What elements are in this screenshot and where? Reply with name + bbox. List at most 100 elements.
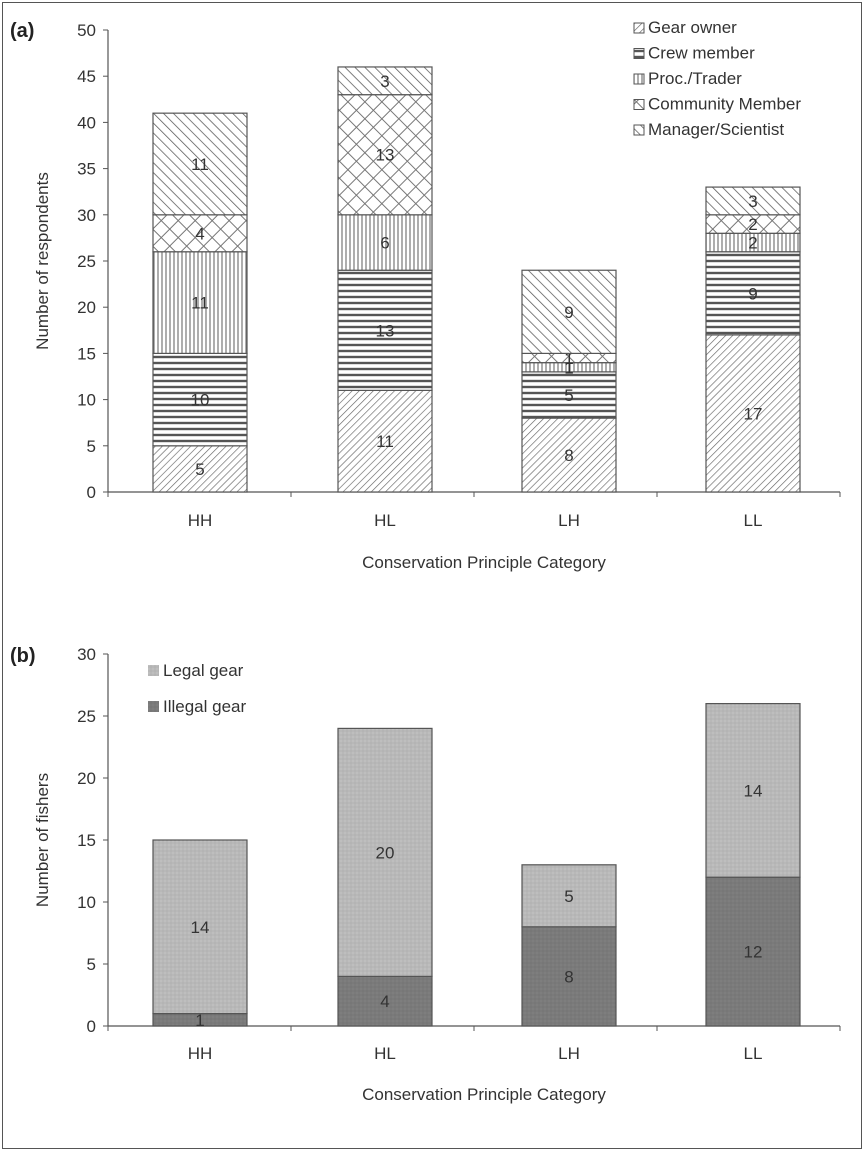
legend-swatch [633, 22, 645, 34]
bar-segment [521, 371, 617, 419]
y-tick-label: 10 [77, 893, 96, 912]
bar-segment [152, 112, 248, 216]
x-tick-label: HH [188, 511, 213, 530]
legend-swatch [148, 665, 159, 676]
bar-segment [705, 702, 801, 878]
bar-segment [337, 66, 433, 96]
data-label: 11 [376, 432, 394, 451]
y-tick-label: 30 [77, 206, 96, 225]
y-tick-label: 0 [87, 1017, 96, 1036]
legend-swatch [633, 124, 645, 136]
data-label: 2 [748, 215, 757, 234]
y-tick-label: 45 [77, 67, 96, 86]
x-tick-label: HH [188, 1044, 213, 1063]
data-label: 8 [564, 446, 573, 465]
bar-segment [337, 975, 433, 1027]
data-label: 13 [376, 321, 395, 340]
legend-label: Manager/Scientist [648, 120, 784, 139]
y-tick-label: 5 [87, 955, 96, 974]
data-label: 1 [564, 349, 573, 368]
data-label: 5 [195, 460, 204, 479]
bar-segment [521, 864, 617, 928]
y-tick-label: 15 [77, 831, 96, 850]
data-label: 5 [564, 386, 573, 405]
data-label: 9 [564, 303, 573, 322]
bar-segment [521, 269, 617, 354]
data-label: 17 [744, 404, 763, 423]
bar-segment [705, 876, 801, 1027]
data-label: 3 [748, 192, 757, 211]
bar-segment [705, 251, 801, 336]
x-tick-label: LH [558, 511, 580, 530]
bar-segment [152, 352, 248, 447]
data-label: 14 [191, 918, 210, 937]
y-tick-label: 40 [77, 113, 96, 132]
bar-segment [152, 251, 248, 354]
bar-segment [521, 417, 617, 493]
bar-segment [152, 214, 248, 253]
y-tick-label: 50 [77, 21, 96, 40]
data-label: 6 [380, 234, 389, 253]
data-label: 11 [191, 294, 209, 313]
x-tick-label: LH [558, 1044, 580, 1063]
data-label: 1 [564, 358, 573, 377]
data-label: 2 [748, 234, 757, 253]
x-tick-label: HL [374, 1044, 396, 1063]
data-label: 11 [191, 155, 209, 174]
x-axis-title: Conservation Principle Category [362, 1085, 606, 1104]
bar-segment [705, 186, 801, 216]
x-tick-label: LL [744, 1044, 763, 1063]
legend-label: Crew member [648, 44, 755, 63]
y-axis-title: Number of fishers [33, 773, 52, 907]
y-tick-label: 25 [77, 707, 96, 726]
data-label: 4 [195, 224, 204, 243]
y-axis-title: Number of respondents [33, 172, 52, 350]
y-tick-label: 15 [77, 344, 96, 363]
bar-segment [152, 839, 248, 1015]
legend-label: Illegal gear [163, 697, 247, 716]
y-tick-label: 5 [87, 437, 96, 456]
data-label: 14 [744, 781, 763, 800]
data-label: 12 [744, 943, 763, 962]
legend: Legal gear Illegal gear [148, 661, 247, 716]
bar-segment [337, 214, 433, 271]
bar-segment [705, 334, 801, 493]
bar-segment [337, 94, 433, 216]
legend-label: Legal gear [163, 661, 244, 680]
x-tick-label: LL [744, 511, 763, 530]
x-tick-label: HL [374, 511, 396, 530]
y-tick-label: 0 [87, 483, 96, 502]
data-label: 1 [195, 1011, 204, 1030]
y-tick-label: 30 [77, 645, 96, 664]
panel-label: (b) [10, 645, 36, 667]
legend-swatch [633, 73, 645, 85]
y-tick-label: 10 [77, 391, 96, 410]
panel-label: (a) [10, 20, 34, 42]
bar-segment [521, 926, 617, 1027]
data-label: 9 [748, 284, 757, 303]
legend: Gear owner Crew member Proc./Trader Communi… [633, 18, 801, 139]
bar-segment [337, 727, 433, 978]
data-label: 10 [191, 391, 210, 410]
legend-swatch [148, 701, 159, 712]
data-label: 20 [376, 843, 395, 862]
data-label: 3 [380, 72, 389, 91]
data-label: 13 [376, 146, 395, 165]
legend-label: Gear owner [648, 18, 737, 37]
legend-label: Proc./Trader [648, 69, 742, 88]
y-tick-label: 20 [77, 769, 96, 788]
x-axis-title: Conservation Principle Category [362, 553, 606, 572]
legend-label: Community Member [648, 95, 801, 114]
bar-segment [152, 445, 248, 493]
y-tick-label: 35 [77, 160, 96, 179]
bar-segment [337, 389, 433, 493]
y-tick-label: 25 [77, 252, 96, 271]
y-tick-label: 20 [77, 298, 96, 317]
legend-swatch [633, 99, 645, 110]
data-label: 5 [564, 887, 573, 906]
data-label: 4 [380, 992, 389, 1011]
